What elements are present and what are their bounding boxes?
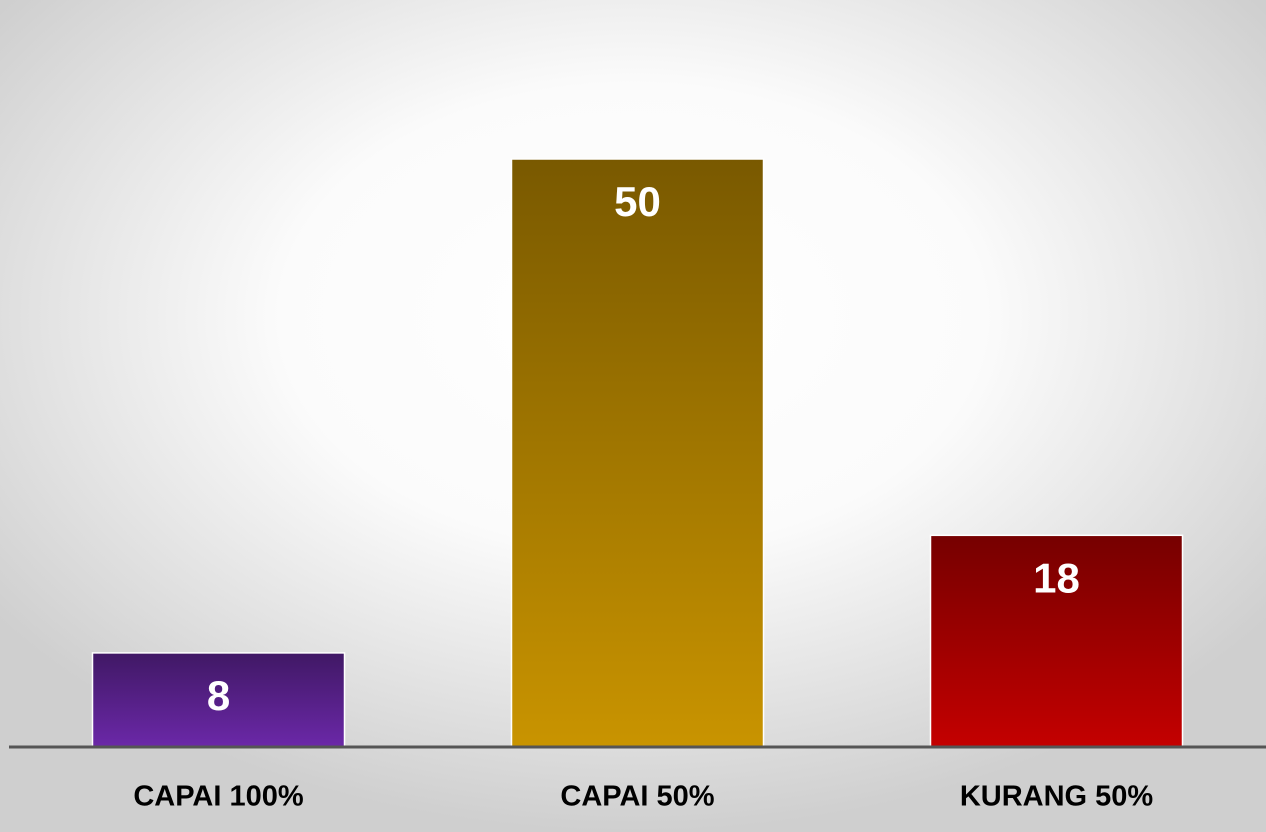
bar [510,158,765,748]
value-label: 50 [614,178,661,225]
x-tick-label: KURANG 50% [960,781,1154,813]
bar [91,652,346,748]
bar [929,534,1184,748]
x-tick-label: CAPAI 50% [560,781,714,813]
x-tick-label: CAPAI 100% [133,781,304,813]
value-label: 18 [1033,554,1080,601]
value-label: 8 [207,672,230,719]
